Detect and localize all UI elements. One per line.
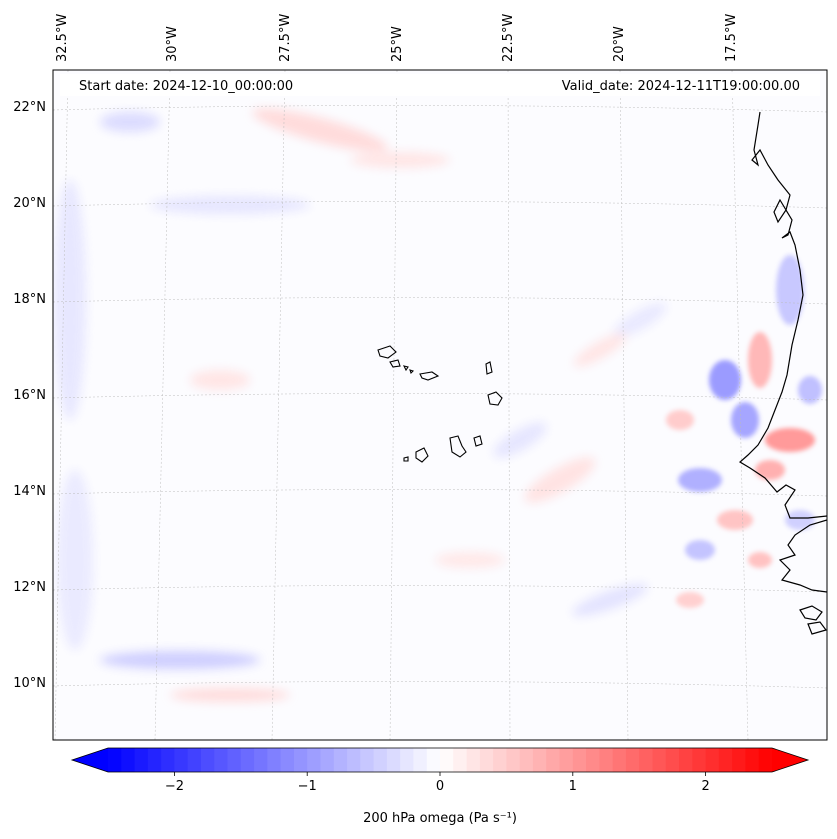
lat-label-18n: 18°N [13, 292, 46, 307]
lat-label-22n: 22°N [13, 100, 46, 115]
colorbar-cell [612, 748, 627, 772]
colorbar-cell [466, 748, 481, 772]
colorbar-cell [652, 748, 667, 772]
colorbar-cell [586, 748, 600, 772]
colorbar-cell [267, 748, 282, 772]
colorbar-cell [360, 748, 375, 772]
colorbar-cell [639, 748, 654, 772]
colorbar-cell [214, 748, 229, 772]
colorbar-cell [705, 748, 720, 772]
colorbar-cell [453, 748, 468, 772]
colorbar-cell [745, 748, 760, 772]
colorbar-cell [532, 748, 547, 772]
lon-label-22-5w: 22.5°W [501, 14, 516, 62]
colorbar-cell [121, 748, 136, 772]
colorbar-cell [280, 748, 295, 772]
colorbar-outline [70, 747, 810, 773]
colorbar-cell [559, 748, 574, 772]
colorbar-cell [718, 748, 733, 772]
lon-label-32-5w: 32.5°W [55, 14, 70, 62]
colorbar-cell [386, 748, 401, 772]
colorbar-cell [426, 748, 441, 772]
colorbar-cell [440, 748, 454, 772]
colorbar-cell [187, 748, 202, 772]
colorbar: −2 −1 0 1 2 200 hPa omega (Pa s⁻¹) [70, 747, 810, 826]
lon-label-17-5w: 17.5°W [724, 14, 739, 62]
colorbar-cell [665, 748, 680, 772]
colorbar-cell [519, 748, 534, 772]
colorbar-cell [572, 748, 587, 772]
colorbar-cell [227, 748, 242, 772]
colorbar-cell [599, 748, 614, 772]
colorbar-tick-label: 0 [436, 779, 444, 794]
colorbar-ticks: −2 −1 0 1 2 [165, 772, 710, 794]
colorbar-cell [293, 748, 308, 772]
lon-label-27-5w: 27.5°W [278, 14, 293, 62]
lon-label-30w: 30°W [165, 26, 180, 62]
colorbar-cell [679, 748, 693, 772]
colorbar-cell [479, 748, 494, 772]
colorbar-cell [254, 748, 268, 772]
lon-label-20w: 20°W [612, 26, 627, 62]
colorbar-tick-label: −1 [298, 779, 317, 794]
colorbar-cell [692, 748, 707, 772]
colorbar-cell [174, 748, 189, 772]
colorbar-cell [347, 748, 361, 772]
colorbar-cell [732, 748, 747, 772]
start-date-label: Start date: 2024-12-10_00:00:00 [79, 79, 293, 94]
valid-date-label: Valid_date: 2024-12-11T19:00:00.00 [562, 79, 800, 94]
lat-label-14n: 14°N [13, 484, 46, 499]
colorbar-cell [400, 748, 415, 772]
lat-label-10n: 10°N [13, 676, 46, 691]
lat-label-16n: 16°N [13, 388, 46, 403]
colorbar-cells [108, 748, 773, 772]
header-box [60, 74, 820, 96]
lat-label-12n: 12°N [13, 580, 46, 595]
map-frame [52, 69, 828, 741]
colorbar-label: 200 hPa omega (Pa s⁻¹) [363, 811, 517, 826]
colorbar-cell [134, 748, 149, 772]
colorbar-cell [493, 748, 507, 772]
colorbar-cell [625, 748, 640, 772]
colorbar-cell [200, 748, 215, 772]
colorbar-cell [546, 748, 561, 772]
colorbar-extend-high [772, 748, 808, 772]
lon-label-25w: 25°W [390, 26, 405, 62]
colorbar-cell [307, 748, 322, 772]
colorbar-cell [320, 748, 335, 772]
coastline [738, 111, 827, 635]
map-panel [53, 70, 827, 740]
colorbar-cell [373, 748, 388, 772]
colorbar-tick-label: 1 [569, 779, 577, 794]
lat-label-20n: 20°N [13, 196, 46, 211]
colorbar-tick-label: −2 [165, 779, 184, 794]
colorbar-cell [161, 748, 175, 772]
colorbar-cell [333, 748, 348, 772]
colorbar-cell [240, 748, 255, 772]
cape-verde-islands [377, 345, 503, 463]
colorbar-cell [758, 748, 773, 772]
colorbar-cell [108, 748, 122, 772]
colorbar-cell [147, 748, 162, 772]
omega-field [54, 108, 822, 702]
colorbar-cell [506, 748, 521, 772]
colorbar-extend-low [72, 748, 108, 772]
colorbar-cell [413, 748, 428, 772]
colorbar-tick-label: 2 [701, 779, 709, 794]
